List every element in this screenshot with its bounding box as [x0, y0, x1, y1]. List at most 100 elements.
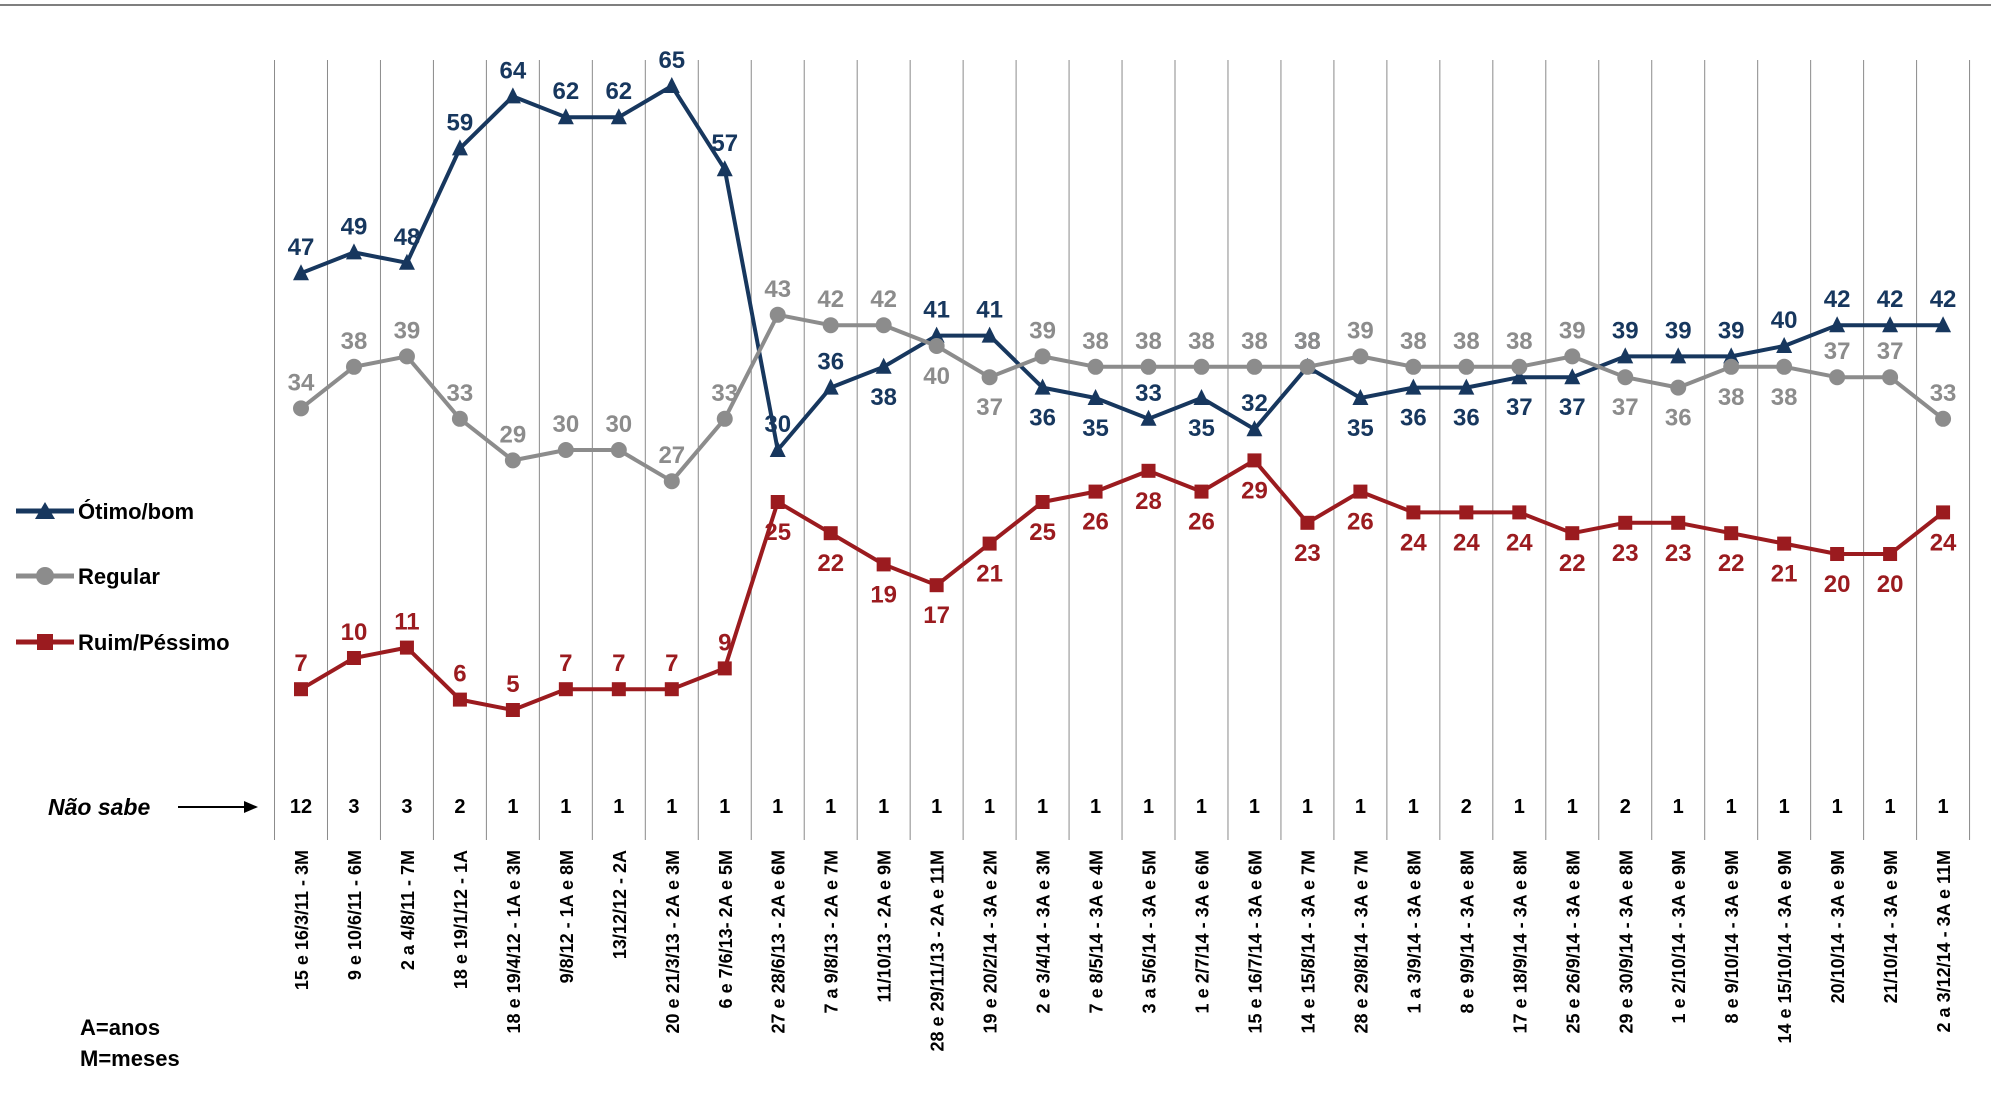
data-label-ruim-pessimo: 21 — [976, 561, 1003, 588]
nao-sabe-value: 12 — [290, 796, 312, 818]
point-ruim-pessimo — [1512, 505, 1527, 520]
point-ruim-pessimo — [876, 557, 891, 572]
point-otimo-bom — [1776, 337, 1793, 353]
data-label-otimo-bom: 38 — [1294, 328, 1321, 355]
nao-sabe-value: 1 — [560, 796, 571, 818]
data-label-regular: 43 — [764, 276, 791, 303]
point-ruim-pessimo — [1353, 484, 1368, 499]
point-ruim-pessimo — [1459, 505, 1474, 520]
data-label-otimo-bom: 37 — [1559, 394, 1586, 421]
data-label-regular: 38 — [1771, 384, 1798, 411]
data-label-ruim-pessimo: 20 — [1877, 571, 1904, 598]
x-tick-label: 7 a 9/8/13 - 2A e 7M — [822, 850, 842, 1013]
data-label-ruim-pessimo: 23 — [1665, 540, 1692, 567]
x-tick-label: 2 a 4/8/11 - 7M — [398, 850, 418, 970]
data-label-regular: 39 — [1029, 317, 1056, 344]
data-label-otimo-bom: 62 — [552, 78, 579, 105]
point-otimo-bom — [1193, 389, 1210, 405]
data-label-otimo-bom: 33 — [1135, 380, 1162, 407]
x-tick-label: 28 e 29/11/13 - 2A e 11M — [928, 850, 948, 1051]
data-label-ruim-pessimo: 22 — [817, 550, 844, 577]
point-ruim-pessimo — [1830, 547, 1845, 561]
data-label-regular: 42 — [817, 286, 844, 313]
point-regular — [1405, 358, 1422, 375]
data-label-ruim-pessimo: 11 — [394, 609, 419, 636]
nao-sabe-value: 1 — [825, 796, 836, 818]
point-regular — [769, 306, 786, 323]
point-otimo-bom — [928, 326, 945, 343]
data-label-otimo-bom: 36 — [1400, 405, 1427, 432]
data-label-otimo-bom: 36 — [1453, 405, 1480, 432]
point-regular — [293, 400, 309, 417]
point-otimo-bom — [1829, 316, 1846, 333]
point-regular — [1564, 348, 1581, 365]
data-label-ruim-pessimo: 19 — [870, 581, 897, 608]
legend-label-regular: Regular — [78, 564, 160, 589]
point-regular — [1087, 358, 1104, 375]
point-otimo-bom — [1882, 316, 1899, 333]
x-tick-label: 2 a 3/12/14 - 3A e 11M — [1934, 850, 1954, 1032]
nao-sabe-value: 3 — [348, 796, 359, 818]
data-label-ruim-pessimo: 28 — [1135, 488, 1162, 515]
point-regular — [1617, 369, 1634, 386]
data-label-regular: 38 — [1400, 328, 1427, 355]
data-label-ruim-pessimo: 25 — [1029, 519, 1056, 546]
point-ruim-pessimo — [1618, 515, 1633, 530]
data-label-otimo-bom: 42 — [1877, 286, 1904, 313]
data-label-ruim-pessimo: 7 — [559, 650, 572, 677]
series-line-otimo-bom — [300, 84, 1944, 452]
point-regular — [663, 473, 680, 490]
nao-sabe-value: 1 — [719, 796, 730, 818]
point-regular — [1670, 379, 1687, 396]
footnote: A=anos M=meses — [80, 1015, 180, 1071]
point-ruim-pessimo — [1671, 515, 1686, 530]
x-tick-label: 19 e 20/2/14 - 3A e 2M — [981, 850, 1001, 1033]
nao-sabe-label: Não sabe — [48, 794, 150, 820]
legend-label-otimo-bom: Ótimo/bom — [78, 499, 194, 524]
point-otimo-bom — [769, 441, 786, 457]
data-label-regular: 38 — [1506, 328, 1533, 355]
data-label-ruim-pessimo: 6 — [453, 661, 466, 688]
series-line-regular — [299, 312, 1945, 484]
nao-sabe-value: 1 — [1832, 796, 1843, 818]
point-regular — [716, 410, 733, 427]
data-label-ruim-pessimo: 29 — [1241, 477, 1268, 504]
data-label-otimo-bom: 35 — [1347, 415, 1374, 442]
x-tick-label: 9 e 10/6/11 - 6M — [345, 850, 365, 980]
nao-sabe-value: 1 — [1408, 796, 1419, 818]
point-otimo-bom — [293, 264, 309, 281]
point-ruim-pessimo — [346, 651, 361, 665]
point-ruim-pessimo — [294, 682, 308, 697]
data-label-otimo-bom: 41 — [923, 297, 950, 324]
point-otimo-bom — [1458, 378, 1475, 395]
data-label-otimo-bom: 48 — [394, 224, 421, 251]
point-regular — [1776, 358, 1793, 375]
data-label-ruim-pessimo: 24 — [1453, 529, 1480, 556]
data-label-regular: 38 — [1453, 328, 1480, 355]
x-tick-label: 1 e 2/10/14 - 3A e 9M — [1669, 850, 1689, 1023]
point-regular — [504, 452, 521, 469]
series-layer — [293, 77, 1952, 717]
point-otimo-bom — [504, 87, 521, 104]
nao-sabe-value: 1 — [1938, 796, 1949, 818]
x-tick-label: 2 e 3/4/14 - 3A e 3M — [1034, 850, 1054, 1013]
grid-layer — [274, 60, 1971, 840]
data-label-ruim-pessimo: 23 — [1294, 540, 1321, 567]
point-otimo-bom — [1034, 378, 1051, 395]
nao-sabe-value: 1 — [1090, 796, 1101, 818]
point-ruim-pessimo — [1406, 505, 1421, 520]
x-tick-label: 20 e 21/3/13 - 2A e 3M — [663, 850, 683, 1033]
data-label-regular: 37 — [1824, 338, 1851, 365]
point-ruim-pessimo — [823, 526, 838, 541]
point-ruim-pessimo — [1883, 547, 1898, 561]
data-label-ruim-pessimo: 24 — [1400, 529, 1427, 556]
point-regular — [1829, 369, 1846, 386]
nao-sabe-value: 1 — [1143, 796, 1154, 818]
x-tick-label: 7 e 8/5/14 - 3A e 4M — [1087, 850, 1107, 1013]
data-label-otimo-bom: 36 — [817, 349, 844, 376]
x-tick-label: 14 e 15/10/14 - 3A e 9M — [1775, 850, 1795, 1043]
data-label-regular: 37 — [976, 394, 1003, 421]
data-label-regular: 33 — [447, 380, 474, 407]
data-label-regular: 42 — [870, 286, 897, 313]
